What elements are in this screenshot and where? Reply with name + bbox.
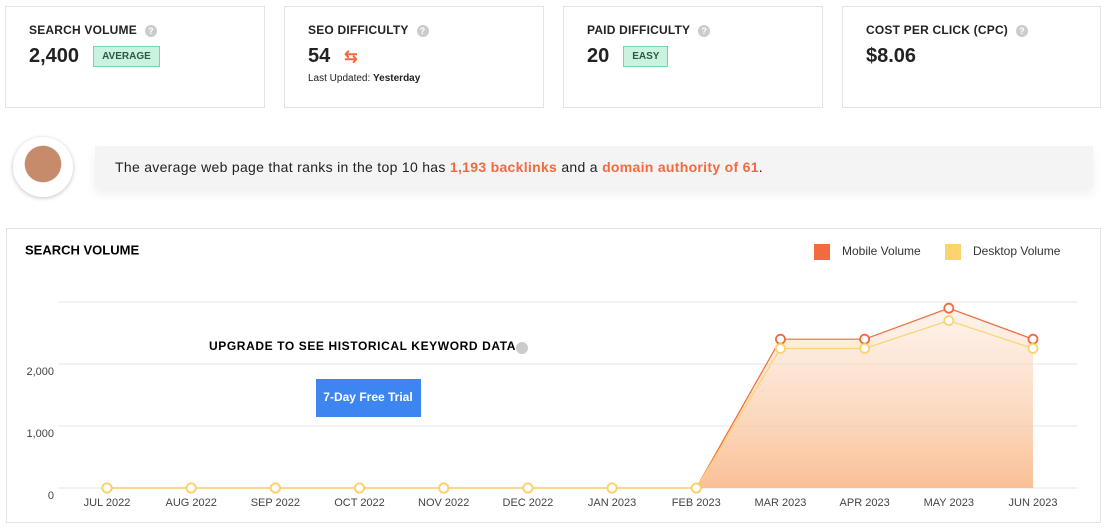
help-icon: ? <box>144 24 157 37</box>
metric-value-row: $8.06 <box>866 45 1100 68</box>
x-tick-label: AUG 2022 <box>165 497 216 509</box>
point <box>438 482 450 494</box>
chart-title: SEARCH VOLUME <box>25 242 139 257</box>
metric-value: 2,400 <box>29 45 80 67</box>
point <box>775 333 786 345</box>
y-tick-label: 0 <box>48 490 54 502</box>
point <box>101 482 113 494</box>
x-tick-label: MAR 2023 <box>754 497 806 509</box>
point <box>943 302 955 314</box>
metric-label: SEARCH VOLUME? <box>29 23 264 37</box>
metric-label-text: COST PER CLICK (CPC) <box>866 23 1008 37</box>
legend-label: Mobile Volume <box>842 244 921 258</box>
banner: The average web page that ranks in the t… <box>95 146 1093 188</box>
x-tick-label: OCT 2022 <box>334 497 385 509</box>
x-tick-label: FEB 2023 <box>672 497 721 509</box>
metric-value: 54 <box>308 45 331 67</box>
point <box>354 482 365 494</box>
metric-label: PAID DIFFICULTY? <box>587 23 822 37</box>
metric-label-text: SEARCH VOLUME <box>29 23 137 37</box>
x-tick-label: MAY 2023 <box>924 497 974 509</box>
chart-box: SEARCH VOLUME 0 1,000 2,000 JUL 2022 AUG 2022… <box>6 228 1101 523</box>
metric-label-text: PAID DIFFICULTY <box>587 23 691 37</box>
metric-note: Last Updated: Yesterday <box>308 73 543 84</box>
note-label: Last Updated: <box>308 73 371 84</box>
banner-highlight: 1,193 backlinks <box>449 159 558 175</box>
metric-label-text: SEO DIFFICULTY <box>308 23 409 37</box>
point <box>1027 333 1039 345</box>
help-icon <box>516 342 528 354</box>
point <box>943 315 955 326</box>
banner-text: . <box>758 159 763 175</box>
legend-label: Desktop Volume <box>973 244 1061 258</box>
x-tick-label: JUN 2023 <box>1009 497 1058 509</box>
help-icon: ? <box>416 24 429 37</box>
x-tick-label: DEC 2022 <box>503 497 554 509</box>
x-tick-label: APR 2023 <box>840 497 890 509</box>
help-icon: ? <box>698 24 711 37</box>
banner-text: and a <box>557 159 603 175</box>
legend-swatch <box>814 244 830 260</box>
point <box>859 333 871 345</box>
metric-badge: EASY <box>623 46 669 67</box>
y-tick-label: 2,000 <box>26 366 54 378</box>
note-value: Yesterday <box>373 73 421 84</box>
x-tick-label: NOV 2022 <box>418 497 469 509</box>
y-tick-label: 1,000 <box>26 428 54 440</box>
metric-card: SEO DIFFICULTY? 54 ⇆ Last Updated: Yesterda… <box>284 6 544 108</box>
metric-card: PAID DIFFICULTY? 20 EASY <box>563 6 823 108</box>
point <box>775 343 786 354</box>
point <box>269 482 281 494</box>
help-icon: ? <box>1016 24 1028 37</box>
banner-highlight: domain authority of 61 <box>602 159 759 175</box>
chart: SEARCH VOLUME 0 1,000 2,000 JUL 2022 AUG 2022… <box>25 242 1077 509</box>
x-tick-label: JUL 2022 <box>84 497 131 509</box>
point <box>522 482 534 494</box>
avatar <box>13 137 73 197</box>
trial-button-label: 7-Day Free Trial <box>323 390 412 404</box>
metric-value-row: 20 EASY <box>587 45 822 68</box>
legend-swatch <box>945 244 961 260</box>
metric-value-row: 2,400 AVERAGE <box>29 45 264 68</box>
refresh-icon: ⇆ <box>344 48 358 66</box>
line <box>107 319 1034 489</box>
metric-label: SEO DIFFICULTY? <box>308 23 543 37</box>
metric-card: COST PER CLICK (CPC)? $8.06 <box>842 6 1101 108</box>
metric-value: $8.06 <box>866 45 917 67</box>
metric-badge: AVERAGE <box>93 46 160 67</box>
metric-card: SEARCH VOLUME? 2,400 AVERAGE <box>5 6 265 108</box>
overlay-text: UPGRADE TO SEE HISTORICAL KEYWORD DATA <box>209 339 516 353</box>
point <box>606 482 618 494</box>
point <box>859 343 871 354</box>
metric-value-row: 54 ⇆ <box>308 45 543 68</box>
point <box>1027 343 1039 354</box>
x-tick-label: SEP 2022 <box>251 497 300 509</box>
banner-text: The average web page that ranks in the t… <box>115 159 450 175</box>
area <box>107 308 1033 488</box>
x-tick-label: JAN 2023 <box>588 497 636 509</box>
point <box>690 482 702 494</box>
metric-label: COST PER CLICK (CPC)? <box>866 23 1100 37</box>
metric-value: 20 <box>587 45 610 67</box>
trial-button[interactable] <box>316 379 421 417</box>
point <box>185 482 197 494</box>
